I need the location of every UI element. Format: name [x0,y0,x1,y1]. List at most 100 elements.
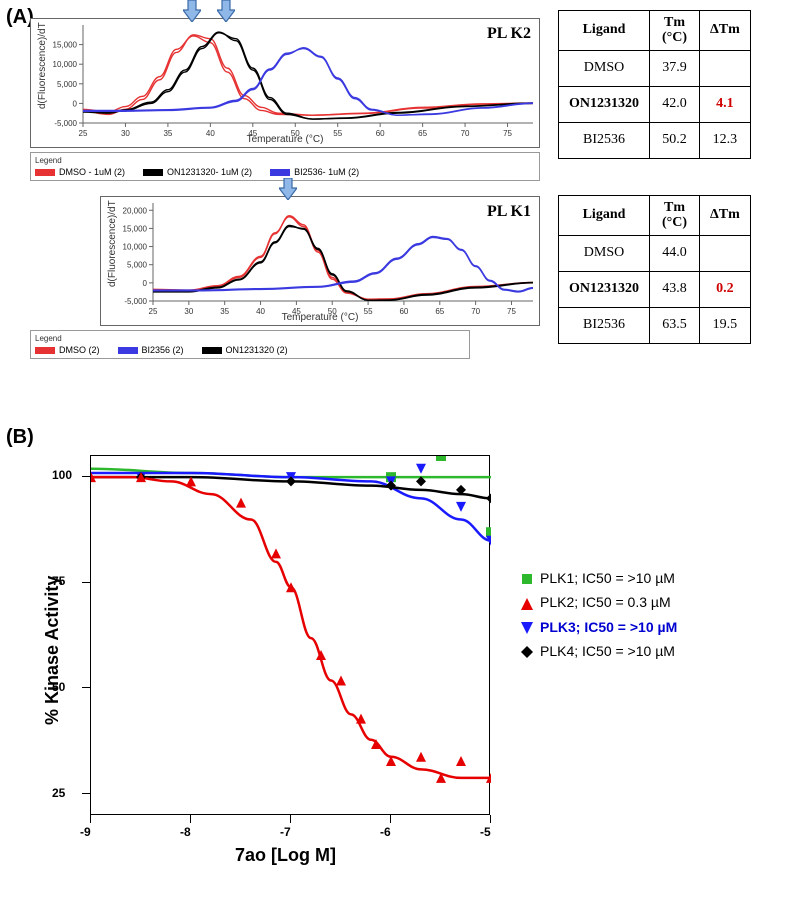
x-tick [490,815,491,823]
panel-b-label: (B) [6,426,34,449]
svg-text:5,000: 5,000 [57,80,78,89]
svg-text:40: 40 [256,307,265,316]
plk1-thermal-chart: -5,00005,00010,00015,00020,0002530354045… [100,196,540,326]
y-tick [82,582,90,583]
x-tick [190,815,191,823]
y-tick-label: 25 [52,786,65,800]
svg-text:30: 30 [184,307,193,316]
col-ligand: Ligand [559,11,650,51]
y-tick [82,476,90,477]
arrow-marker-icon [279,178,297,200]
legend-item-plk1: PLK1; IC50 = >10 µM [520,570,677,586]
x-tick [290,815,291,823]
y-axis-label: d(Fluorescence)/dT [107,200,118,287]
x-tick-label: -5 [480,825,491,839]
svg-text:75: 75 [503,129,512,138]
svg-text:40: 40 [206,129,215,138]
y-tick [82,687,90,688]
svg-text:70: 70 [461,129,470,138]
plk1-tm-table: LigandTm(°C)ΔTmDMSO44.0ON123132043.80.2B… [558,195,751,344]
plk2-tm-table: LigandTm(°C)ΔTm DMSO37.9ON123132042.04.1 B… [558,10,751,159]
y-tick [82,793,90,794]
col-ligand: Ligand [559,196,650,236]
dtm-cell: 12.3 [700,122,751,158]
legend-title: Legend [35,334,465,345]
ligand-cell: DMSO [559,50,650,86]
dtm-cell [700,50,751,86]
legend-text: PLK1; IC50 = >10 µM [540,570,675,586]
svg-text:30: 30 [121,129,130,138]
legend-item: ON1231320 (2) [202,345,288,355]
svg-text:60: 60 [399,307,408,316]
svg-text:35: 35 [163,129,172,138]
legend-color-chip [35,169,55,176]
x-tick-label: -9 [80,825,91,839]
chart-title: PL K1 [487,203,531,221]
svg-text:10,000: 10,000 [123,243,148,252]
svg-text:65: 65 [418,129,427,138]
col-dtm: ΔTm [700,196,751,236]
svg-text:5,000: 5,000 [127,261,148,270]
col-tm: Tm(°C) [650,11,700,51]
panel-b-ylabel: % Kinase Activity [42,576,63,725]
legend-color-chip [270,169,290,176]
legend-item: ON1231320- 1uM (2) [143,167,252,177]
x-tick [90,815,91,823]
legend-color-chip [35,347,55,354]
legend-color-chip [118,347,138,354]
plk1-legend: Legend DMSO (2) BI2356 (2) ON1231320 (2) [30,330,470,359]
svg-text:15,000: 15,000 [53,41,78,50]
x-axis-label: Temperature (°C) [247,134,324,145]
tm-cell: 63.5 [650,307,700,343]
arrow-marker-icon [217,0,235,22]
svg-text:15,000: 15,000 [123,224,148,233]
svg-text:0: 0 [73,99,78,108]
legend-item-plk2: PLK2; IC50 = 0.3 µM [520,594,677,610]
legend-text: PLK4; IC50 = >10 µM [540,643,675,659]
dtm-cell: 0.2 [700,271,751,307]
legend-text: PLK2; IC50 = 0.3 µM [540,594,671,610]
svg-text:65: 65 [435,307,444,316]
ligand-cell: BI2536 [559,122,650,158]
legend-item-plk3: PLK3; IC50 = >10 µM [520,619,677,635]
svg-text:25: 25 [79,129,88,138]
tm-cell: 37.9 [650,50,700,86]
legend-item: DMSO (2) [35,345,100,355]
dtm-cell: 19.5 [700,307,751,343]
svg-text:55: 55 [364,307,373,316]
legend-color-chip [143,169,163,176]
tm-cell: 50.2 [650,122,700,158]
tm-cell: 44.0 [650,235,700,271]
svg-text:75: 75 [507,307,516,316]
col-dtm: ΔTm [700,11,751,51]
svg-text:25: 25 [149,307,158,316]
ligand-cell: DMSO [559,235,650,271]
ligand-cell: BI2536 [559,307,650,343]
svg-text:60: 60 [376,129,385,138]
chart-title: PL K2 [487,25,531,43]
y-tick-label: 75 [52,574,65,588]
y-tick-label: 100 [52,468,72,482]
legend-color-chip [202,347,222,354]
svg-text:-5,000: -5,000 [54,119,77,128]
legend-item: BI2536- 1uM (2) [270,167,359,177]
svg-text:35: 35 [220,307,229,316]
svg-text:55: 55 [333,129,342,138]
x-axis-label: Temperature (°C) [282,312,359,323]
dtm-cell: 4.1 [700,86,751,122]
svg-text:0: 0 [143,279,148,288]
x-tick [390,815,391,823]
panel-b-xlabel: 7ao [Log M] [235,845,336,866]
svg-text:10,000: 10,000 [53,60,78,69]
legend-item-plk4: PLK4; IC50 = >10 µM [520,643,677,659]
col-tm: Tm(°C) [650,196,700,236]
legend-title: Legend [35,156,535,167]
arrow-marker-icon [183,0,201,22]
tm-cell: 42.0 [650,86,700,122]
y-tick-label: 50 [52,680,65,694]
x-tick-label: -6 [380,825,391,839]
ligand-cell: ON1231320 [559,86,650,122]
dtm-cell [700,235,751,271]
kinase-activity-chart [90,455,490,815]
svg-text:70: 70 [471,307,480,316]
